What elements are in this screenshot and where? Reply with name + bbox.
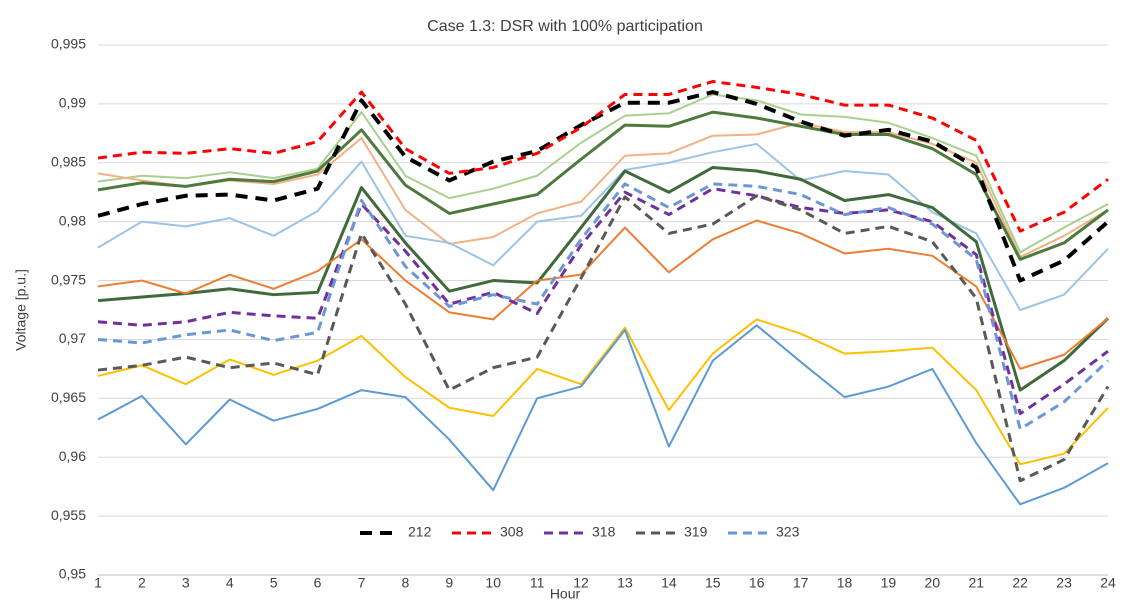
x-tick-label: 7 <box>358 575 366 591</box>
y-tick-label: 0,955 <box>51 507 86 523</box>
x-tick-label: 17 <box>793 575 809 591</box>
series-line <box>97 324 1109 506</box>
x-tick-label: 21 <box>968 575 984 591</box>
y-tick-label: 0,995 <box>51 36 86 52</box>
x-tick-label: 14 <box>661 575 677 591</box>
x-tick-label: 6 <box>314 575 322 591</box>
x-tick-label: 9 <box>445 575 453 591</box>
series-line <box>97 142 1109 311</box>
x-tick-label: 4 <box>226 575 234 591</box>
series-line <box>97 187 1109 416</box>
series-line <box>97 165 1110 392</box>
series-line <box>97 182 1110 431</box>
x-tick-label: 1 <box>94 575 102 591</box>
x-tick-label: 5 <box>270 575 278 591</box>
y-tick-label: 0,96 <box>59 448 86 464</box>
legend-label: 212 <box>408 524 432 540</box>
series-line <box>97 110 1109 261</box>
legend-label: 323 <box>776 524 800 540</box>
x-tick-label: 11 <box>530 575 545 591</box>
series-line <box>97 219 1109 370</box>
y-tick-label: 0,97 <box>59 330 86 346</box>
series-line <box>97 318 1109 466</box>
y-tick-label: 0,98 <box>59 212 86 228</box>
y-axis-label: Voltage [p.u.] <box>13 269 29 351</box>
series-line <box>97 93 1109 254</box>
x-tick-label: 24 <box>1100 575 1116 591</box>
x-tick-label: 8 <box>401 575 409 591</box>
legend-label: 319 <box>684 524 708 540</box>
legend-label: 308 <box>500 524 524 540</box>
y-tick-label: 0,95 <box>59 566 86 582</box>
legend-label: 318 <box>592 524 616 540</box>
x-tick-label: 13 <box>617 575 633 591</box>
x-tick-label: 3 <box>182 575 190 591</box>
x-tick-label: 20 <box>925 575 941 591</box>
y-tick-label: 0,975 <box>51 271 86 287</box>
x-tick-label: 22 <box>1012 575 1028 591</box>
x-axis-label: Hour <box>550 586 581 602</box>
y-tick-label: 0,985 <box>51 153 86 169</box>
y-tick-label: 0,99 <box>59 95 86 111</box>
x-tick-label: 15 <box>705 575 721 591</box>
x-tick-label: 2 <box>138 575 146 591</box>
x-tick-label: 12 <box>573 575 589 591</box>
series-line <box>97 80 1109 233</box>
x-tick-label: 23 <box>1056 575 1072 591</box>
x-tick-label: 18 <box>837 575 853 591</box>
chart-title: Case 1.3: DSR with 100% participation <box>427 18 703 35</box>
x-tick-label: 10 <box>485 575 501 591</box>
series-line <box>97 194 1110 483</box>
x-tick-label: 19 <box>881 575 897 591</box>
x-tick-label: 16 <box>749 575 765 591</box>
series-line <box>97 90 1110 283</box>
y-tick-label: 0,965 <box>51 389 86 405</box>
